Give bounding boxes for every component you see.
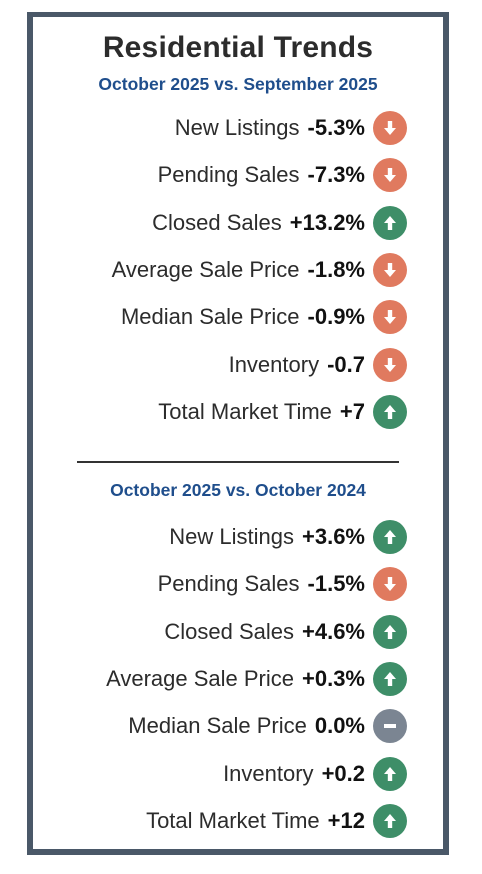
metric-label: Total Market Time xyxy=(146,807,320,833)
card-title: Residential Trends xyxy=(102,31,374,64)
metric-row: Median Sale Price -0.9% xyxy=(121,299,407,335)
metric-value: +3.6% xyxy=(302,524,365,549)
metric-row: Closed Sales +13.2% xyxy=(152,205,407,241)
metric-row: Median Sale Price 0.0% xyxy=(128,708,407,744)
arrow-up-icon xyxy=(373,614,407,649)
metric-label: Median Sale Price xyxy=(128,713,307,739)
arrow-down-icon xyxy=(373,252,407,287)
metric-value: +7 xyxy=(339,398,365,424)
metric-value: +4.6% xyxy=(302,618,365,644)
metric-row: Pending Sales -1.5% xyxy=(158,566,407,602)
metric-value: -0.9% xyxy=(307,304,365,330)
minus-icon xyxy=(373,709,407,744)
arrow-down-icon xyxy=(373,158,407,193)
metric-label: Total Market Time xyxy=(158,398,332,424)
arrow-down-icon xyxy=(373,567,407,602)
metric-value: -5.3% xyxy=(307,115,365,140)
metric-label: Average Sale Price xyxy=(106,665,294,691)
metric-label: Pending Sales xyxy=(157,162,300,188)
arrow-up-icon xyxy=(373,661,407,696)
arrow-up-icon xyxy=(373,394,407,429)
metric-value: +0.3% xyxy=(302,665,365,691)
metric-row: Average Sale Price -1.8% xyxy=(112,252,407,288)
metric-label: New Listings xyxy=(174,115,300,140)
section-divider xyxy=(77,461,399,463)
arrow-up-icon xyxy=(373,205,407,240)
metric-row: Average Sale Price +0.3% xyxy=(106,661,407,697)
metric-value: +13.2% xyxy=(289,209,365,235)
metric-value: +0.2 xyxy=(321,760,365,786)
metric-label: Closed Sales xyxy=(164,618,294,644)
arrow-up-icon xyxy=(373,520,407,554)
section-subtitle: October 2025 vs. September 2025 xyxy=(98,74,378,94)
metric-row: Inventory -0.7 xyxy=(229,347,407,383)
metric-value: -0.7 xyxy=(327,351,365,377)
metric-row: New Listings -5.3% xyxy=(175,110,407,146)
metric-value: 0.0% xyxy=(314,713,365,739)
metric-row: Inventory +0.2 xyxy=(223,756,407,792)
metric-label: Pending Sales xyxy=(157,571,300,597)
arrow-down-icon xyxy=(373,111,407,145)
residential-trends-card: Residential Trends October 2025 vs. Sept… xyxy=(27,12,449,855)
metric-label: Closed Sales xyxy=(152,209,282,235)
metric-label: Average Sale Price xyxy=(111,256,300,282)
arrow-down-icon xyxy=(373,300,407,335)
arrow-down-icon xyxy=(373,347,407,382)
metric-value: -7.3% xyxy=(307,162,365,188)
section-subtitle: October 2025 vs. October 2024 xyxy=(110,480,366,500)
metric-value: -1.8% xyxy=(307,256,365,282)
metric-row: New Listings +3.6% xyxy=(169,519,407,555)
arrow-up-icon xyxy=(373,803,407,838)
metric-label: Inventory xyxy=(228,351,320,377)
metric-label: Inventory xyxy=(223,760,314,786)
arrow-up-icon xyxy=(373,756,407,791)
metric-value: -1.5% xyxy=(307,571,365,597)
metric-row: Pending Sales -7.3% xyxy=(158,157,407,193)
metric-row: Closed Sales +4.6% xyxy=(164,614,407,650)
metric-label: Median Sale Price xyxy=(120,304,300,330)
metric-label: New Listings xyxy=(169,524,294,549)
metric-row: Total Market Time +12 xyxy=(146,803,407,839)
metric-row: Total Market Time +7 xyxy=(158,394,407,430)
metric-value: +12 xyxy=(327,807,365,833)
